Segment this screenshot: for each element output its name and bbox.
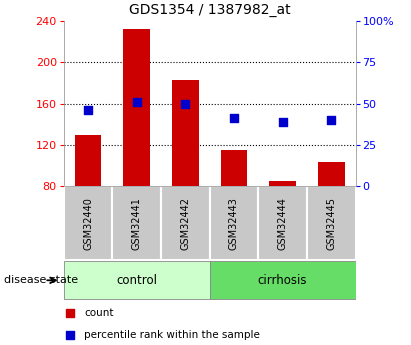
Point <box>66 332 73 338</box>
Bar <box>123 29 150 186</box>
Point <box>182 101 189 106</box>
Text: percentile rank within the sample: percentile rank within the sample <box>84 330 260 340</box>
Bar <box>318 162 344 186</box>
Bar <box>210 261 356 299</box>
Bar <box>161 186 210 260</box>
Point <box>66 310 73 315</box>
Text: GSM32444: GSM32444 <box>277 197 288 250</box>
Point <box>328 117 335 123</box>
Text: disease state: disease state <box>4 275 78 285</box>
Bar <box>112 186 161 260</box>
Point <box>231 116 237 121</box>
Point <box>133 99 140 105</box>
Bar <box>269 181 296 186</box>
Text: GSM32441: GSM32441 <box>132 197 142 250</box>
Bar <box>210 186 258 260</box>
Bar <box>64 261 210 299</box>
Bar <box>221 150 247 186</box>
Text: GSM32443: GSM32443 <box>229 197 239 250</box>
Title: GDS1354 / 1387982_at: GDS1354 / 1387982_at <box>129 3 291 17</box>
Text: GSM32442: GSM32442 <box>180 197 190 250</box>
Text: cirrhosis: cirrhosis <box>258 274 307 287</box>
Text: count: count <box>84 308 113 318</box>
Point <box>279 119 286 125</box>
Text: GSM32440: GSM32440 <box>83 197 93 250</box>
Bar <box>258 186 307 260</box>
Point <box>85 107 91 113</box>
Text: control: control <box>116 274 157 287</box>
Bar <box>307 186 356 260</box>
Bar <box>64 186 112 260</box>
Bar <box>75 135 102 186</box>
Text: GSM32445: GSM32445 <box>326 197 336 250</box>
Bar <box>172 80 199 186</box>
